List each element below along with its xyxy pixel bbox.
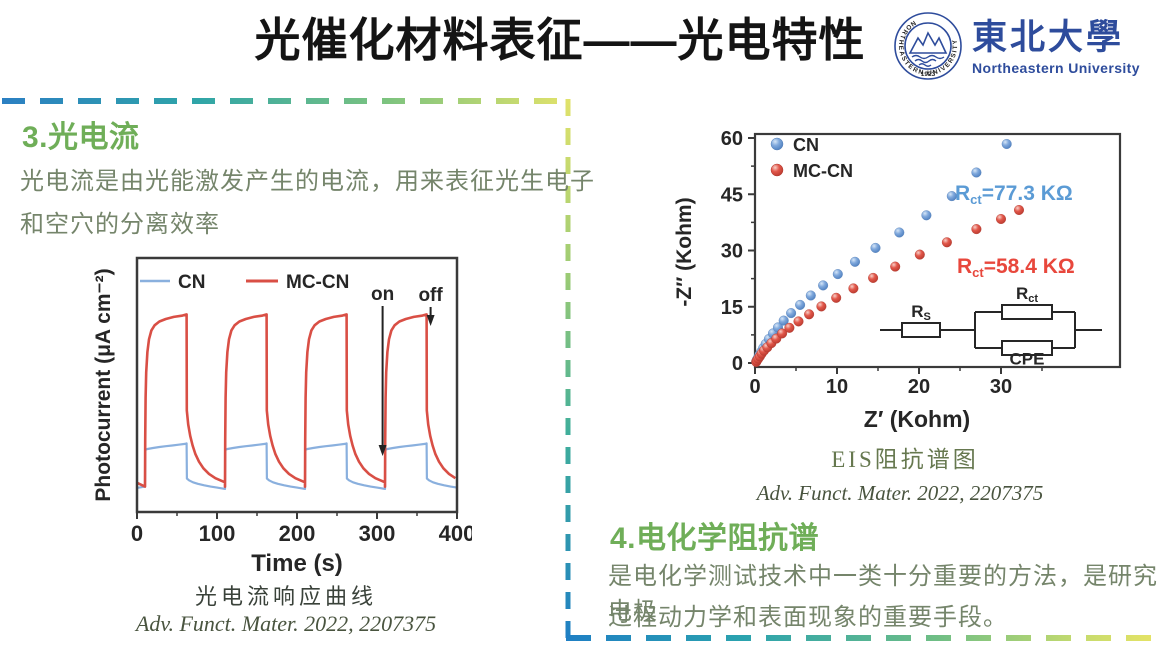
annotation-rct-cn: Rct=77.3 KΩ [955,182,1073,207]
university-logo: NORTHEASTERN UNIVERSITY 1923 東北大學 Northe… [890,5,1162,87]
data-point-CN [849,256,860,267]
annotation-on: on [371,284,394,305]
y-tick-label: 15 [721,297,743,319]
circuit-rs-resistor [901,322,941,338]
annotation-off: off [418,285,443,306]
data-point-MC-CN [914,249,925,260]
annotation-rct-mccn: Rct=58.4 KΩ [957,255,1075,280]
arrow-down-icon [426,315,435,326]
legend-label-CN: CN [178,272,205,293]
data-point-MC-CN [996,213,1007,224]
y-tick-label: 60 [721,128,743,150]
x-tick-label: 300 [359,521,396,546]
x-axis-label: Time (s) [251,550,343,577]
logo-english-name: Northeastern University [972,59,1140,76]
data-point-MC-CN [816,301,827,312]
page-title: 光催化材料表征——光电特性 [254,14,866,66]
x-tick-label: 10 [826,376,848,398]
x-tick-label: 0 [749,376,760,398]
legend-label-MC-CN: MC-CN [793,161,853,181]
data-point-CN [971,167,982,178]
data-point-CN [778,315,789,326]
section-3-body-line2: 和空穴的分离效率 [20,211,220,238]
eis-chart: 0 10 20 30 0 15 30 45 60 Z′ (Kohm) -Z′′ (Kohm) CN MC… [673,128,1122,432]
x-tick-label: 0 [131,521,143,546]
circuit-rct-resistor [1001,304,1053,320]
data-point-CN [870,242,881,253]
eis-caption: EIS阻抗谱图 [831,447,979,472]
wave-icon [914,58,937,64]
x-tick-label: 100 [199,521,236,546]
x-tick-label: 200 [279,521,316,546]
legend-label-CN: CN [793,135,819,155]
data-point-CN [946,191,957,202]
data-point-CN [786,308,797,319]
data-point-MC-CN [868,272,879,283]
data-point-CN [795,299,806,310]
data-point-MC-CN [784,322,795,333]
data-point-CN [1001,139,1012,150]
photocurrent-citation: Adv. Funct. Mater. 2022, 2207375 [135,611,437,636]
y-tick-label: 30 [721,241,743,263]
logo-chinese-name: 東北大學 [972,17,1125,57]
mountain-icon [908,31,948,54]
seal-year: 1923 [921,71,936,78]
circuit-rs-label: RS [911,302,931,323]
data-point-MC-CN [831,292,842,303]
wave-icon [911,54,945,60]
arrow-down-icon [378,445,387,456]
x-axis-label: Z′ (Kohm) [864,406,970,432]
circuit-cpe-label: CPE [1010,350,1045,369]
data-point-CN [894,227,905,238]
data-point-MC-CN [1014,204,1025,215]
circuit-rct-label: Rct [1016,284,1038,305]
legend-marker-MC-CN [770,163,784,177]
x-tick-label: 400 [439,521,472,546]
data-point-CN [832,269,843,280]
series-line-CN [136,442,458,490]
data-point-MC-CN [804,309,815,320]
photocurrent-caption: 光电流响应曲线 [194,584,377,609]
wave-icon [918,63,932,67]
photocurrent-chart: 0 100 200 300 400 Time (s) Photocurrent (μA cm… [92,256,472,577]
data-point-MC-CN [848,283,859,294]
x-tick-label: 20 [908,376,930,398]
data-point-MC-CN [777,328,788,339]
section-3-body-line1: 光电流是由光能激发产生的电流，用来表征光生电子 [20,168,595,195]
legend-marker-CN [770,137,784,151]
data-point-MC-CN [890,261,901,272]
section-4-body-line2: 过程动力学和表面现象的重要手段。 [608,604,1008,631]
data-point-MC-CN [941,237,952,248]
y-axis-label: -Z′′ (Kohm) [673,197,696,306]
plot-border [135,256,459,514]
section-4-heading: 4.电化学阻抗谱 [610,522,820,555]
series-line-MC-CN [136,313,457,488]
data-point-CN [805,290,816,301]
y-axis-label: Photocurrent (μA cm⁻²) [92,268,115,501]
y-tick-label: 0 [732,353,743,375]
legend-label-MC-CN: MC-CN [286,272,349,293]
eis-citation: Adv. Funct. Mater. 2022, 2207375 [756,481,1044,505]
y-tick-label: 45 [721,184,743,206]
university-seal-icon: NORTHEASTERN UNIVERSITY 1923 [894,12,962,80]
data-point-CN [921,210,932,221]
x-tick-label: 30 [990,376,1012,398]
section-4-body-line1: 是电化学测试技术中一类十分重要的方法，是研究电极 [608,563,1158,625]
data-point-CN [818,280,829,291]
data-point-MC-CN [971,224,982,235]
data-point-MC-CN [793,316,804,327]
section-3-heading: 3.光电流 [22,121,140,154]
logo-text: 東北大學 Northeastern University [972,17,1140,76]
